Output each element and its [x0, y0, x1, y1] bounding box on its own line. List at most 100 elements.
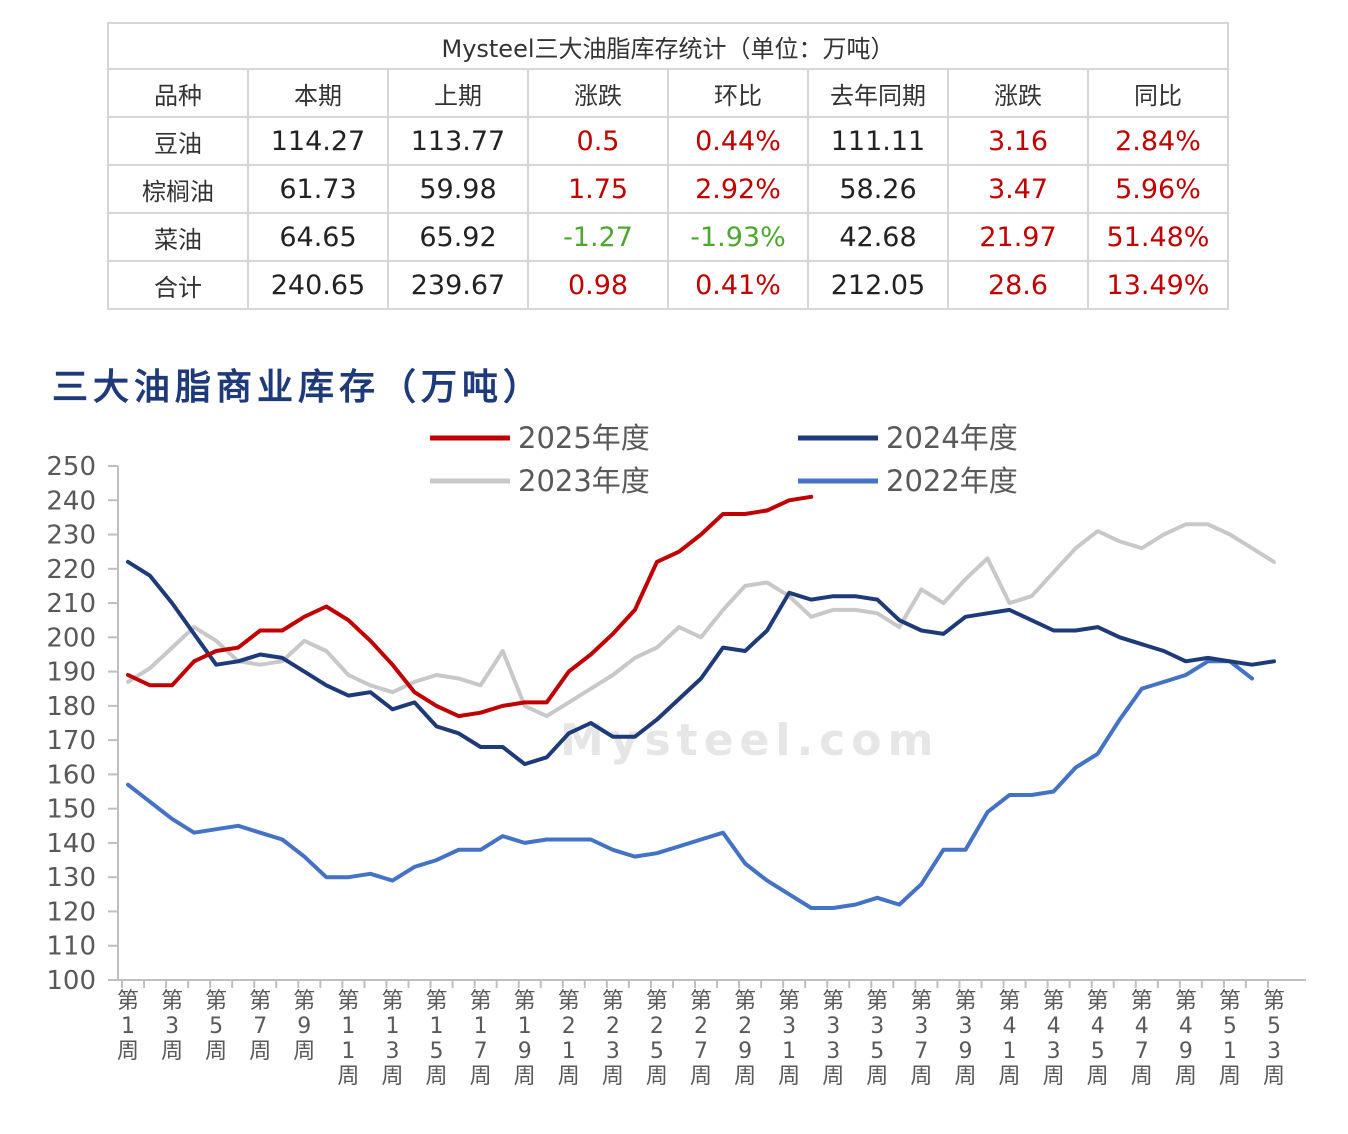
- legend-label: 2025年度: [518, 421, 650, 455]
- row-change: 0.98: [527, 260, 669, 310]
- row-yoy: 5.96%: [1087, 164, 1229, 214]
- series-line-2023年度: [126, 522, 1276, 719]
- row-yoy-change: 3.47: [947, 164, 1089, 214]
- row-yoy: 51.48%: [1087, 212, 1229, 262]
- y-tick-label: 100: [46, 966, 96, 996]
- table-caption: Mysteel三大油脂库存统计（单位：万吨）: [107, 22, 1229, 70]
- row-yoy-change: 3.16: [947, 116, 1089, 166]
- legend-label: 2022年度: [886, 464, 1018, 498]
- header-mom: 环比: [667, 68, 809, 118]
- y-tick-label: 140: [46, 829, 96, 859]
- table-row: 棕榈油 61.73 59.98 1.75 2.92% 58.26 3.47 5.…: [107, 164, 1229, 214]
- series-line-2022年度: [126, 659, 1254, 910]
- row-last-year: 42.68: [807, 212, 949, 262]
- series-line-2025年度: [126, 494, 814, 719]
- header-current: 本期: [247, 68, 389, 118]
- row-previous: 59.98: [387, 164, 529, 214]
- inventory-stats-table: Mysteel三大油脂库存统计（单位：万吨） 品种 本期 上期 涨跌 环比 去年…: [107, 22, 1229, 310]
- row-current: 64.65: [247, 212, 389, 262]
- chart-title: 三大油脂商业库存（万吨）: [52, 366, 545, 408]
- header-previous: 上期: [387, 68, 529, 118]
- row-yoy: 13.49%: [1087, 260, 1229, 310]
- row-name: 棕榈油: [107, 164, 249, 214]
- row-current: 61.73: [247, 164, 389, 214]
- row-mom: 0.41%: [667, 260, 809, 310]
- row-change: 1.75: [527, 164, 669, 214]
- row-yoy-change: 28.6: [947, 260, 1089, 310]
- y-tick-label: 170: [46, 726, 96, 756]
- row-name: 菜油: [107, 212, 249, 262]
- row-mom: 2.92%: [667, 164, 809, 214]
- legend-label: 2024年度: [886, 421, 1018, 455]
- y-tick-label: 200: [46, 623, 96, 653]
- header-yoy: 同比: [1087, 68, 1229, 118]
- legend-label: 2023年度: [518, 464, 650, 498]
- table-row: 合计 240.65 239.67 0.98 0.41% 212.05 28.6 …: [107, 260, 1229, 310]
- header-variety: 品种: [107, 68, 249, 118]
- row-previous: 239.67: [387, 260, 529, 310]
- y-tick-label: 110: [46, 932, 96, 962]
- row-mom: 0.44%: [667, 116, 809, 166]
- y-tick-label: 150: [46, 795, 96, 825]
- y-tick-label: 120: [46, 897, 96, 927]
- y-tick-label: 160: [46, 760, 96, 790]
- row-previous: 65.92: [387, 212, 529, 262]
- row-previous: 113.77: [387, 116, 529, 166]
- row-last-year: 111.11: [807, 116, 949, 166]
- row-name: 合计: [107, 260, 249, 310]
- header-change: 涨跌: [527, 68, 669, 118]
- table-header-row: 品种 本期 上期 涨跌 环比 去年同期 涨跌 同比: [107, 68, 1229, 118]
- y-tick-label: 190: [46, 658, 96, 688]
- y-tick-label: 230: [46, 521, 96, 551]
- row-name: 豆油: [107, 116, 249, 166]
- row-current: 240.65: [247, 260, 389, 310]
- header-yoy-change: 涨跌: [947, 68, 1089, 118]
- header-last-year: 去年同期: [807, 68, 949, 118]
- series-line-2024年度: [126, 559, 1276, 767]
- y-tick-label: 240: [46, 486, 96, 516]
- row-yoy-change: 21.97: [947, 212, 1089, 262]
- row-last-year: 58.26: [807, 164, 949, 214]
- row-change: -1.27: [527, 212, 669, 262]
- table-row: 豆油 114.27 113.77 0.5 0.44% 111.11 3.16 2…: [107, 116, 1229, 166]
- y-tick-label: 250: [46, 452, 96, 482]
- row-yoy: 2.84%: [1087, 116, 1229, 166]
- row-change: 0.5: [527, 116, 669, 166]
- y-tick-label: 130: [46, 863, 96, 893]
- table-row: 菜油 64.65 65.92 -1.27 -1.93% 42.68 21.97 …: [107, 212, 1229, 262]
- watermark-text: Mysteel.com: [560, 715, 939, 766]
- y-tick-label: 180: [46, 692, 96, 722]
- y-tick-label: 220: [46, 555, 96, 585]
- row-last-year: 212.05: [807, 260, 949, 310]
- row-current: 114.27: [247, 116, 389, 166]
- y-tick-label: 210: [46, 589, 96, 619]
